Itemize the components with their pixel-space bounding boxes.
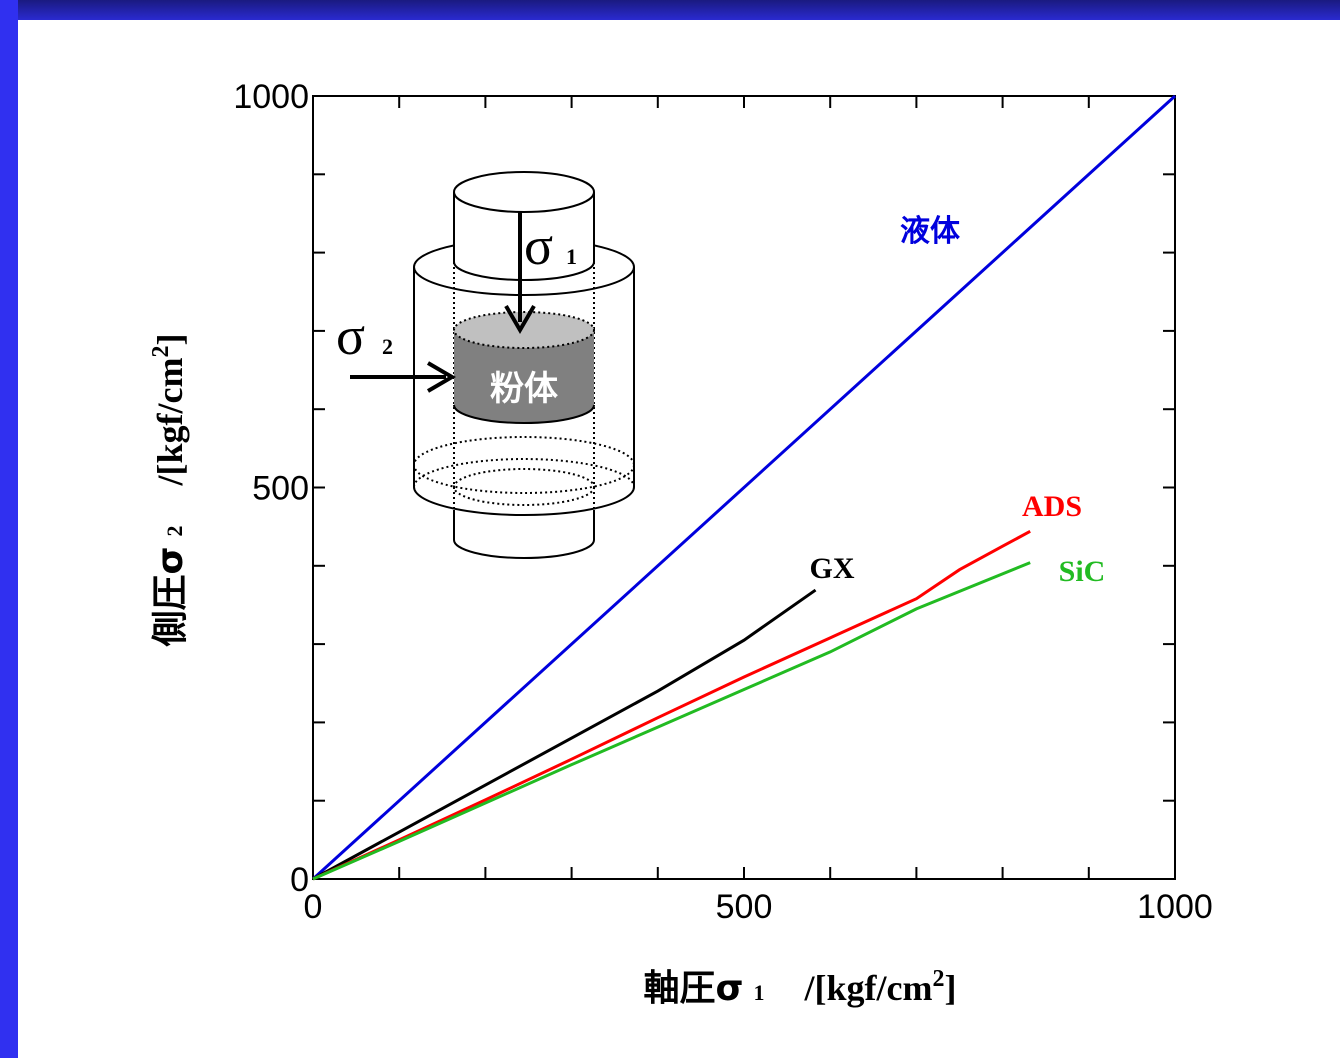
y-tick-label: 0 <box>290 861 309 899</box>
x-title-name: 軸圧σ <box>643 968 743 1009</box>
x-axis-title: 軸圧σ 1 /[kgf/cm2] <box>643 966 956 1009</box>
series-line <box>313 590 816 879</box>
y-tick-label: 500 <box>252 470 309 508</box>
x-tick-label: 500 <box>716 888 773 926</box>
x-title-unit: /[kgf/cm <box>804 968 933 1008</box>
powder-label: 粉体 <box>490 370 558 408</box>
y-title-sup: 2 <box>148 345 174 357</box>
sigma2-sub: 2 <box>382 334 393 359</box>
y-axis-title: 側圧σ2/[kgf/cm2] <box>148 333 191 647</box>
series-line <box>313 531 1030 879</box>
page: σ 1 σ 2 粉体 軸圧σ1/[kgf/cm2] 側圧σ2/[kgf/cm2]… <box>0 0 1340 1058</box>
x-title-sup: 2 <box>933 966 945 992</box>
y-title-sub: 2 <box>162 525 187 536</box>
sigma1: σ <box>524 216 553 276</box>
sigma1-sub: 1 <box>566 244 577 269</box>
sigma2: σ <box>336 306 365 366</box>
chart: σ 1 σ 2 粉体 軸圧σ1/[kgf/cm2] 側圧σ2/[kgf/cm2]… <box>0 0 1340 1058</box>
y-tick-label: 1000 <box>233 78 309 116</box>
series-label: GX <box>810 552 855 585</box>
series-line <box>313 96 1175 879</box>
x-tick-label: 1000 <box>1137 888 1213 926</box>
series-label: 液体 <box>900 215 961 248</box>
y-title-name: 側圧σ <box>150 546 191 647</box>
series-label: ADS <box>1022 490 1082 523</box>
y-title-close: ] <box>150 333 190 345</box>
series-line <box>313 563 1030 879</box>
y-title-unit: /[kgf/cm <box>150 357 190 486</box>
inset-diagram <box>350 172 634 558</box>
series-label: SiC <box>1059 555 1106 588</box>
x-title-close: ] <box>945 968 957 1008</box>
x-title-sub: 1 <box>754 980 765 1005</box>
